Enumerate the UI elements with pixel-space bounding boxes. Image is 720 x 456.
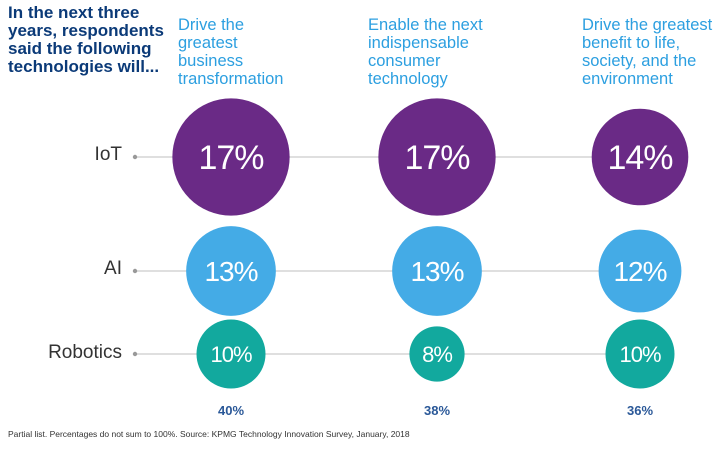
bubble-label-ai-col3: 12% <box>613 256 666 287</box>
row-marker-ai <box>132 268 138 274</box>
bubble-iot-col2 <box>378 98 496 216</box>
bubble-robotics-col1 <box>196 319 266 389</box>
row-label-ai: AI <box>104 258 122 279</box>
bubble-label-iot-col3: 14% <box>607 139 673 177</box>
column-header-consumer: Enable the next indispensable consumer t… <box>368 16 483 88</box>
column-header-life-society: Drive the greatest benefit to life, soci… <box>582 16 713 88</box>
bubble-iot-col1 <box>172 98 290 216</box>
row-label-robotics: Robotics <box>48 342 122 363</box>
bubble-robotics-col3 <box>605 319 675 389</box>
bubble-label-ai-col2: 13% <box>410 256 463 287</box>
bubble-label-robotics-col2: 8% <box>422 342 452 367</box>
row-label-iot: IoT <box>94 144 122 165</box>
footnote: Partial list. Percentages do not sum to … <box>8 429 410 439</box>
question-heading: In the next three years, respondents sai… <box>8 3 164 76</box>
column-total-3: 36% <box>627 403 653 418</box>
column-total-1: 40% <box>218 403 244 418</box>
row-marker-iot <box>132 154 138 160</box>
column-header-business: Drive the greatest business transformati… <box>178 16 284 88</box>
bubble-robotics-col2 <box>409 326 465 382</box>
row-marker-robotics <box>132 351 138 357</box>
bubble-label-iot-col1: 17% <box>198 139 264 177</box>
bubble-label-robotics-col3: 10% <box>619 342 660 367</box>
bubble-label-iot-col2: 17% <box>404 139 470 177</box>
bubble-ai-col3 <box>598 229 682 313</box>
bubble-ai-col2 <box>392 226 482 316</box>
bubble-label-robotics-col1: 10% <box>210 342 251 367</box>
bubble-iot-col3 <box>591 108 689 206</box>
column-total-2: 38% <box>424 403 450 418</box>
bubble-label-ai-col1: 13% <box>204 256 257 287</box>
bubble-ai-col1 <box>186 226 276 316</box>
